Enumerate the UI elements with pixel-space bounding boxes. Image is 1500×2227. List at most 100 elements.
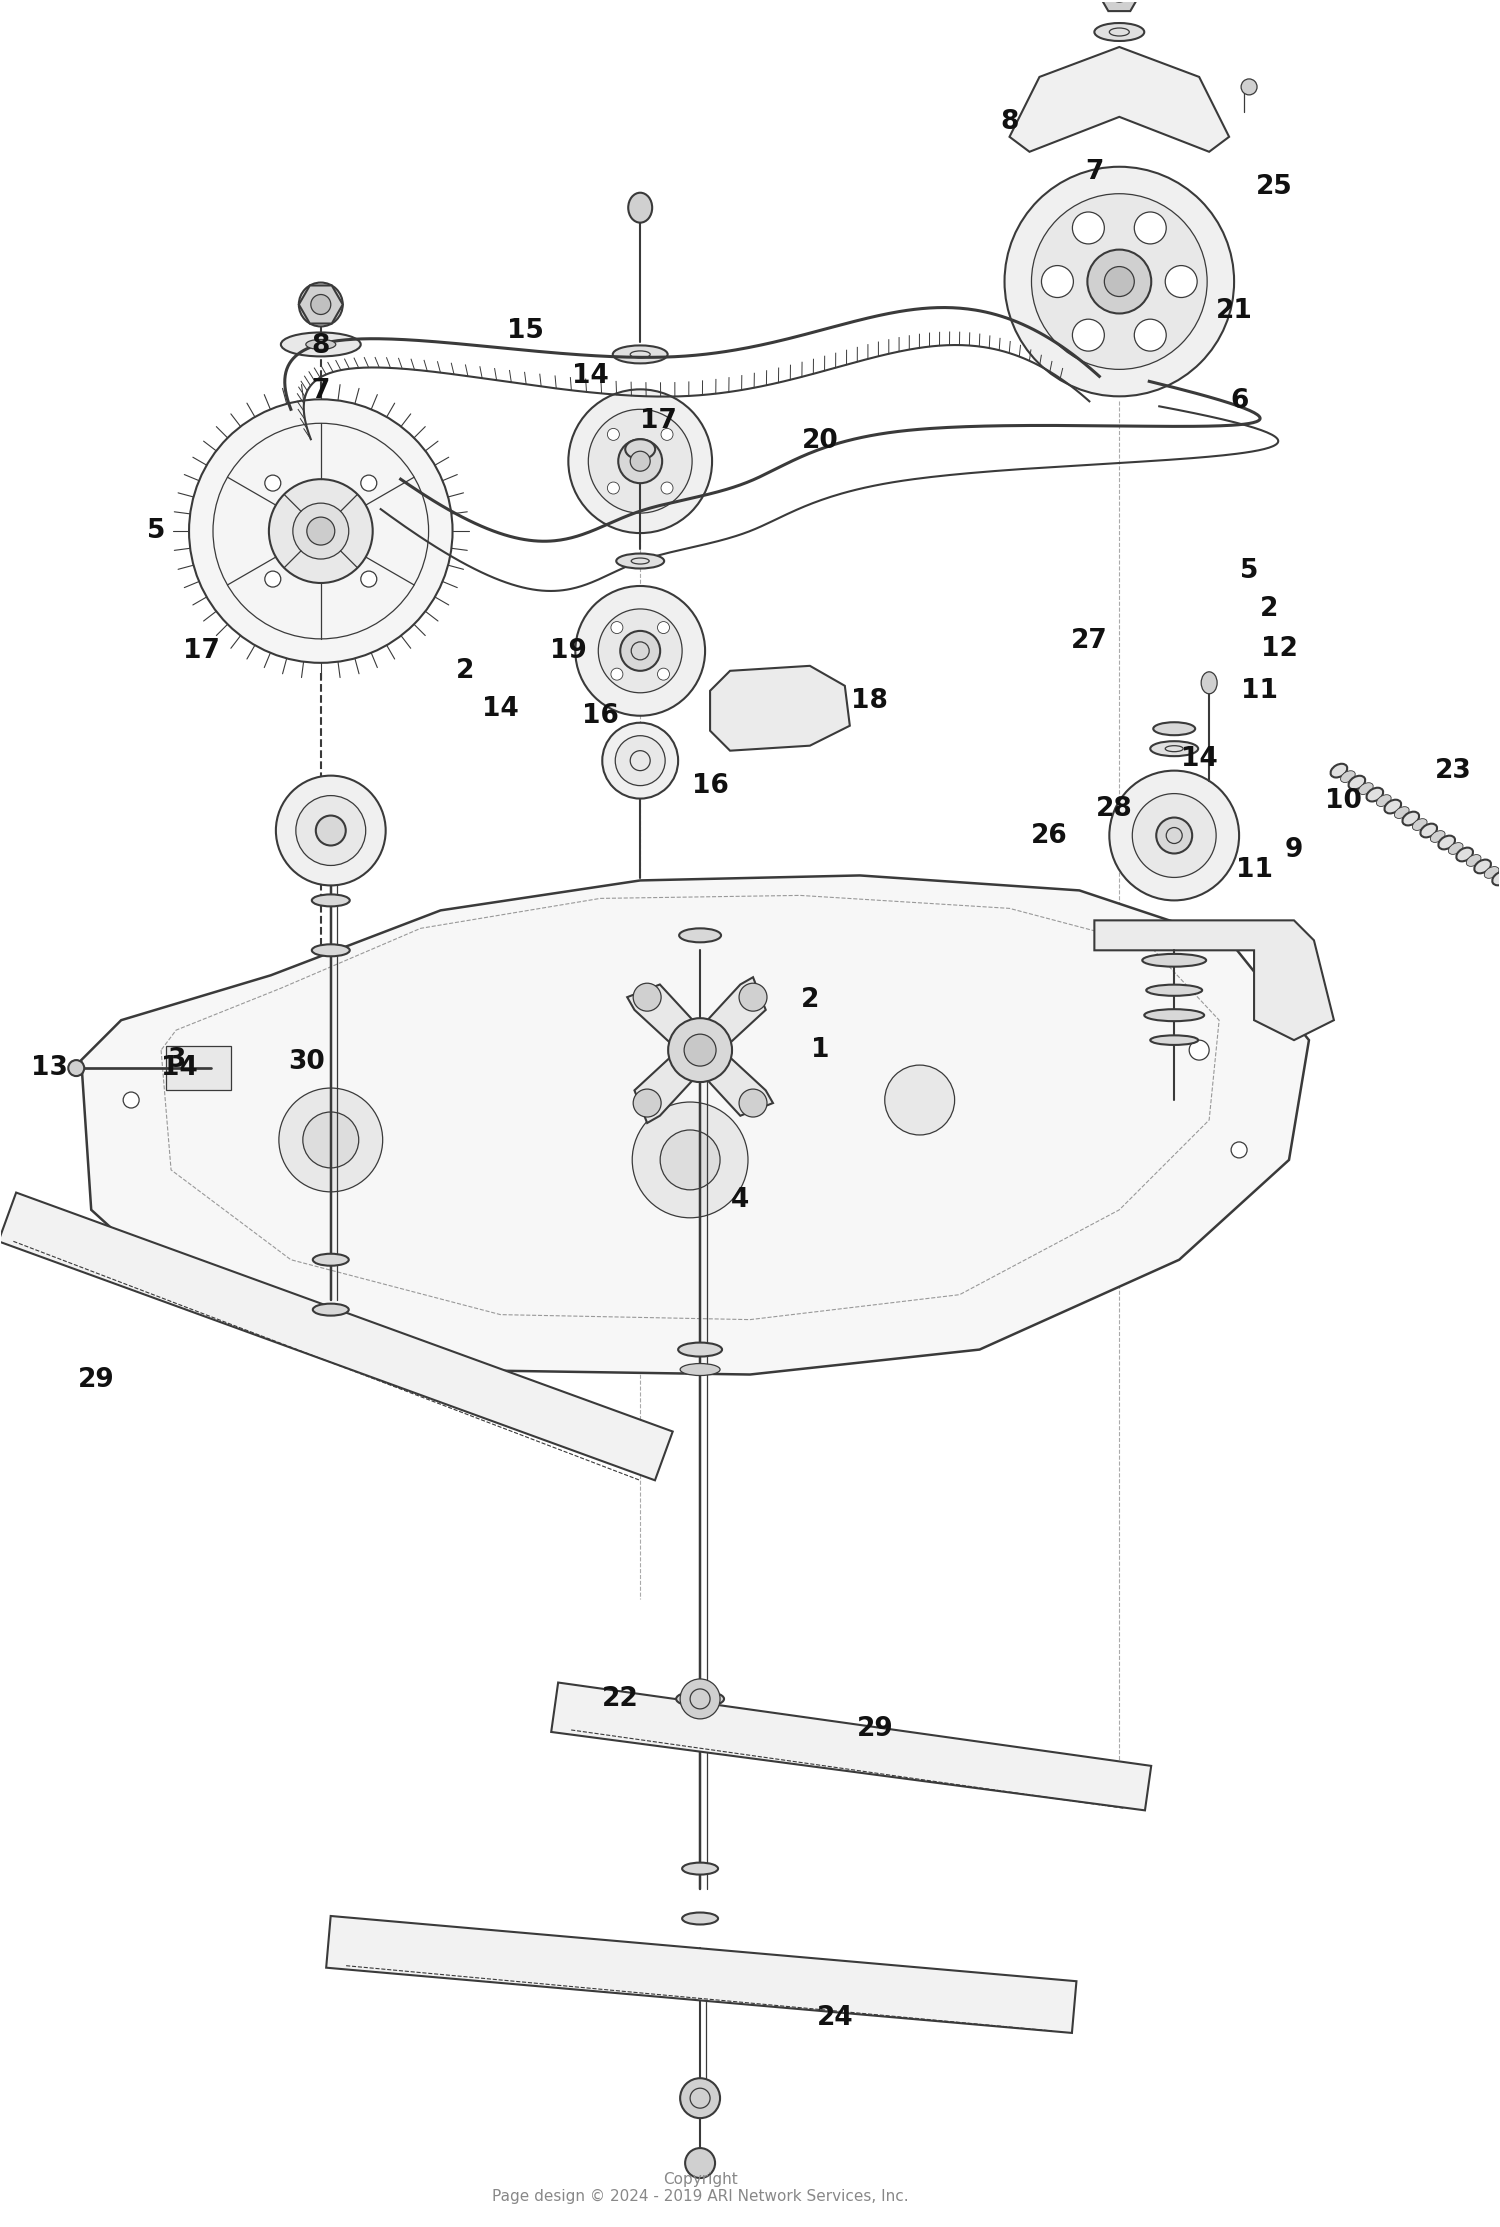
Text: 17: 17 [183, 637, 219, 664]
Text: 14: 14 [160, 1056, 198, 1080]
Polygon shape [710, 666, 850, 750]
Ellipse shape [312, 895, 350, 906]
Text: 14: 14 [482, 695, 519, 722]
Text: 19: 19 [550, 637, 586, 664]
Circle shape [576, 586, 705, 715]
Circle shape [615, 735, 664, 786]
Ellipse shape [1143, 953, 1206, 967]
Ellipse shape [1384, 799, 1401, 813]
Circle shape [1032, 194, 1208, 370]
Polygon shape [1098, 0, 1142, 11]
Ellipse shape [680, 1363, 720, 1376]
Text: 12: 12 [1260, 637, 1298, 661]
Ellipse shape [614, 345, 668, 363]
Circle shape [190, 1060, 211, 1080]
Text: 6: 6 [1230, 387, 1248, 414]
Ellipse shape [1431, 831, 1444, 842]
Ellipse shape [682, 1913, 718, 1924]
Circle shape [213, 423, 429, 639]
Circle shape [303, 1111, 358, 1167]
Text: 25: 25 [1256, 174, 1293, 200]
Text: 1: 1 [810, 1038, 830, 1062]
Ellipse shape [1150, 1036, 1198, 1044]
Text: 21: 21 [1215, 298, 1252, 325]
Polygon shape [166, 1047, 231, 1089]
Circle shape [1134, 318, 1166, 352]
Circle shape [568, 390, 712, 532]
Circle shape [296, 795, 366, 866]
Text: 24: 24 [816, 2004, 854, 2031]
Ellipse shape [628, 194, 652, 223]
Text: 9: 9 [1286, 837, 1304, 864]
Circle shape [1166, 265, 1197, 298]
Circle shape [1072, 318, 1104, 352]
Text: 2: 2 [456, 657, 474, 684]
Ellipse shape [1474, 860, 1491, 873]
Ellipse shape [1348, 775, 1365, 791]
Ellipse shape [1485, 866, 1498, 877]
Text: 18: 18 [852, 688, 888, 715]
Circle shape [657, 668, 669, 679]
Circle shape [610, 668, 622, 679]
Ellipse shape [280, 332, 360, 356]
Circle shape [598, 608, 682, 693]
Text: 14: 14 [1180, 746, 1218, 773]
Circle shape [662, 481, 674, 494]
Polygon shape [326, 1915, 1077, 2033]
Circle shape [123, 1091, 140, 1109]
Ellipse shape [1456, 848, 1473, 862]
Text: 17: 17 [639, 408, 676, 434]
Ellipse shape [1095, 22, 1144, 40]
Circle shape [740, 982, 766, 1011]
Ellipse shape [1492, 871, 1500, 886]
Circle shape [69, 1060, 84, 1076]
Ellipse shape [1467, 855, 1480, 866]
Circle shape [680, 2078, 720, 2118]
Circle shape [1240, 78, 1257, 96]
Polygon shape [690, 978, 765, 1060]
Text: 26: 26 [1030, 822, 1068, 848]
Circle shape [633, 1089, 662, 1118]
Text: 30: 30 [288, 1049, 326, 1076]
Text: 7: 7 [312, 379, 330, 405]
Ellipse shape [1413, 820, 1426, 831]
Text: 28: 28 [1096, 795, 1132, 822]
Circle shape [279, 1089, 382, 1191]
Ellipse shape [626, 439, 656, 459]
Ellipse shape [1420, 824, 1437, 837]
Text: 27: 27 [1071, 628, 1107, 655]
Circle shape [630, 452, 650, 472]
Circle shape [298, 283, 344, 327]
Circle shape [1190, 1040, 1209, 1060]
Ellipse shape [1150, 742, 1198, 757]
Ellipse shape [678, 1343, 722, 1356]
Circle shape [1232, 1142, 1246, 1158]
Ellipse shape [676, 1690, 724, 1706]
Circle shape [608, 481, 619, 494]
Text: 15: 15 [507, 318, 544, 345]
Circle shape [1132, 793, 1216, 877]
Circle shape [740, 1089, 766, 1118]
Ellipse shape [1359, 782, 1372, 795]
Text: 14: 14 [572, 363, 609, 390]
Circle shape [1156, 817, 1192, 853]
Circle shape [603, 724, 678, 799]
Circle shape [362, 570, 376, 588]
Text: ARI PartStream: ARI PartStream [584, 1216, 818, 1245]
Ellipse shape [616, 555, 664, 568]
Text: 16: 16 [582, 704, 618, 728]
Text: 8: 8 [312, 334, 330, 359]
Circle shape [1072, 212, 1104, 245]
Text: 16: 16 [692, 773, 729, 799]
Ellipse shape [1154, 722, 1196, 735]
Polygon shape [298, 285, 344, 323]
Ellipse shape [314, 1254, 348, 1265]
Circle shape [1110, 771, 1239, 900]
Text: 11: 11 [1240, 677, 1278, 704]
Circle shape [620, 630, 660, 670]
Circle shape [684, 1033, 716, 1067]
Circle shape [362, 474, 376, 492]
Ellipse shape [1449, 842, 1462, 855]
Polygon shape [81, 875, 1310, 1374]
Circle shape [660, 1129, 720, 1189]
